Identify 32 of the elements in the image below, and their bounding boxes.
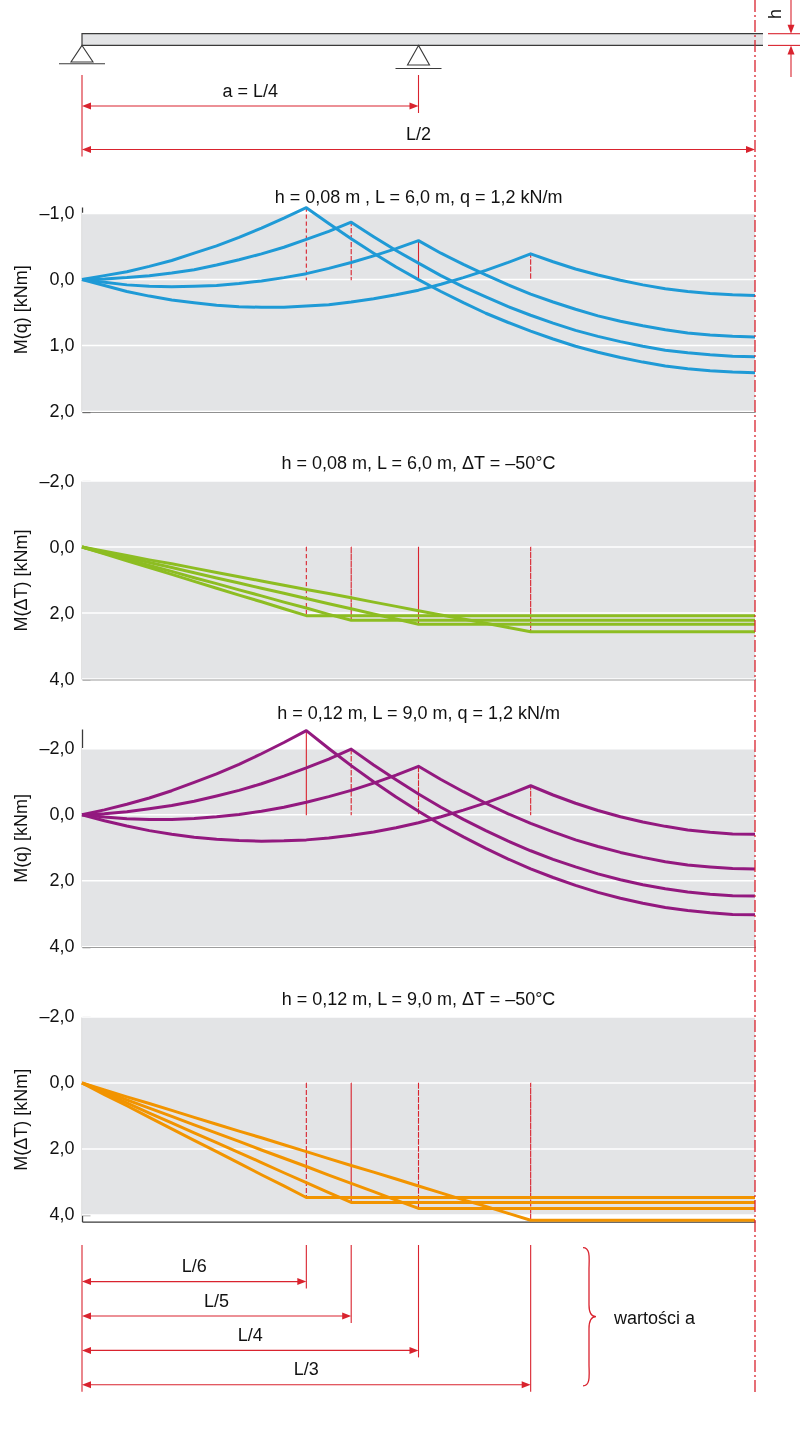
y-tick-label: 0,0	[49, 269, 75, 290]
text: L/5	[204, 1290, 230, 1311]
y-axis-title: M(q) [kNm]	[11, 794, 32, 884]
y-axis-title: M(ΔT) [kNm]	[11, 529, 32, 632]
y-tick-label: –2,0	[39, 1006, 75, 1027]
text: L/3	[293, 1359, 319, 1380]
y-tick-label: 2,0	[49, 401, 75, 422]
text: L/6	[181, 1256, 207, 1277]
y-tick-label: 4,0	[49, 668, 75, 689]
chart-title: h = 0,08 m, L = 6,0 m, ΔT = –50°C	[281, 453, 556, 473]
chart-title: h = 0,08 m , L = 6,0 m, q = 1,2 kN/m	[274, 186, 563, 207]
y-tick-label: –2,0	[39, 470, 75, 491]
text: L/2	[405, 124, 432, 144]
y-axis-title: M(q) [kNm]	[11, 265, 32, 355]
y-tick-label: –1,0	[39, 203, 75, 224]
y-tick-label: 2,0	[49, 1138, 75, 1159]
chart-title: h = 0,12 m, L = 9,0 m, q = 1,2 kN/m	[277, 703, 560, 724]
y-tick-label: 2,0	[49, 602, 75, 623]
text: L/4	[237, 1324, 263, 1345]
y-tick-label: 0,0	[49, 1072, 75, 1093]
y-tick-label: 0,0	[49, 536, 75, 557]
y-tick-label: –2,0	[39, 738, 75, 759]
y-tick-label: 1,0	[49, 335, 75, 356]
text: wartości a	[613, 1307, 697, 1328]
y-tick-label: 4,0	[49, 1204, 75, 1225]
text: h	[765, 8, 785, 20]
y-tick-label: 2,0	[49, 870, 75, 891]
y-axis-title: M(ΔT) [kNm]	[11, 1068, 32, 1171]
y-tick-label: 4,0	[49, 936, 75, 957]
text: a = L/4	[222, 80, 279, 101]
chart-title: h = 0,12 m, L = 9,0 m, ΔT = –50°C	[281, 989, 556, 1009]
y-tick-label: 0,0	[49, 804, 75, 825]
